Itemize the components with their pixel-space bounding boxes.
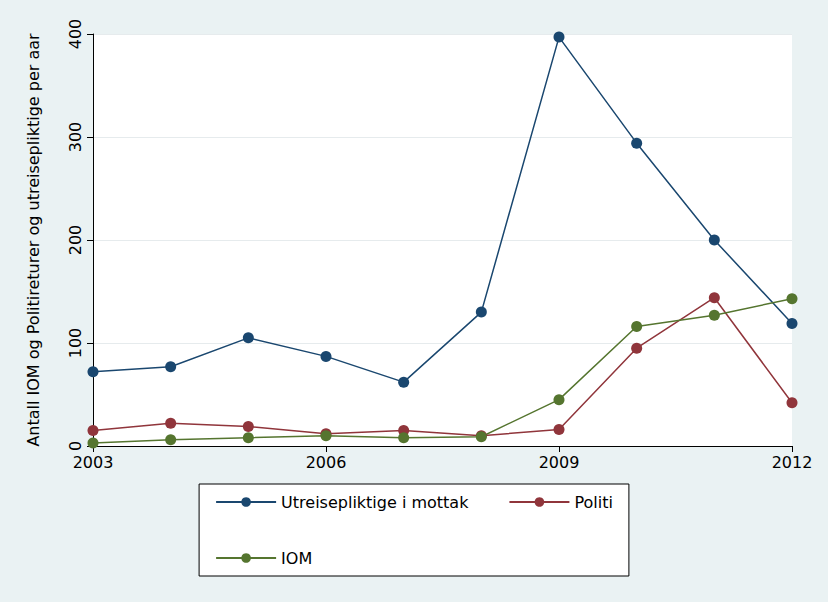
svg-text:2003: 2003 [73,453,114,472]
svg-text:200: 200 [66,225,85,256]
svg-text:2006: 2006 [306,453,347,472]
svg-text:0: 0 [66,441,85,451]
svg-text:300: 300 [66,122,85,153]
svg-text:Antall IOM og Politireturer og: Antall IOM og Politireturer og utreisepl… [24,33,43,447]
svg-text:2009: 2009 [539,453,580,472]
svg-text:400: 400 [66,19,85,50]
svg-text:IOM: IOM [281,549,312,568]
svg-text:Utreisepliktige i mottak: Utreisepliktige i mottak [281,493,469,512]
svg-text:Politi: Politi [574,493,612,512]
svg-text:100: 100 [66,328,85,359]
svg-text:2012: 2012 [772,453,813,472]
